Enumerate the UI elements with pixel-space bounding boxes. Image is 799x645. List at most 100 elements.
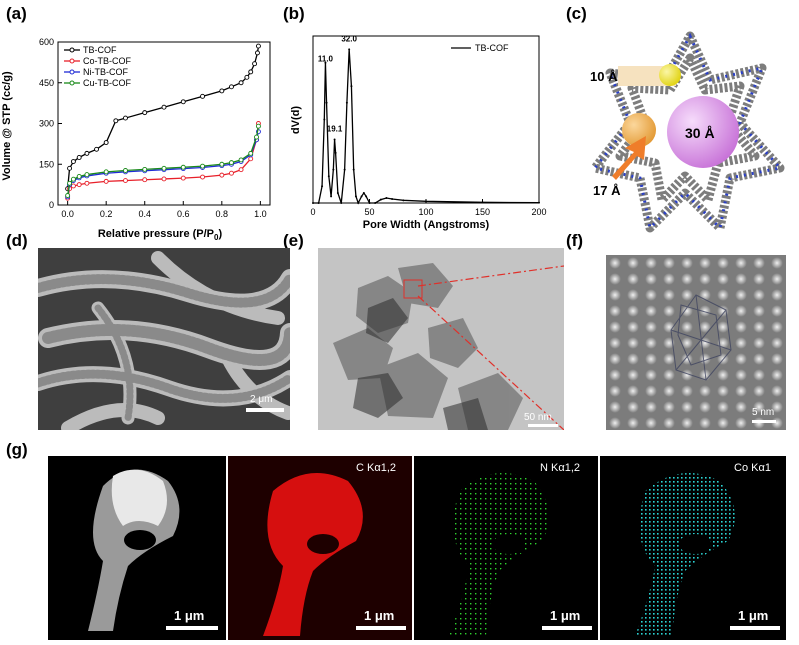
sem-texture: [38, 248, 290, 430]
data-point: [219, 88, 225, 94]
data-point: [238, 157, 244, 163]
data-point: [362, 191, 365, 194]
data-point: [336, 191, 339, 194]
y-axis-label: dV(d): [290, 106, 302, 134]
haadf-image: 1 μm: [48, 456, 226, 640]
sem-image: 2 μm: [38, 248, 290, 430]
data-point: [229, 160, 234, 166]
data-point: [368, 202, 371, 204]
data-point: [219, 161, 225, 167]
panel-label-d: (d): [6, 231, 28, 250]
data-point: [334, 151, 337, 154]
x-tick-label: 150: [475, 207, 490, 217]
data-point: [312, 202, 314, 204]
data-point: [84, 180, 90, 186]
peak-label: 32.0: [341, 34, 357, 43]
nitrogen-sites: [592, 32, 783, 232]
medium-pore-label: 17 Å: [593, 183, 621, 198]
data-point: [161, 176, 167, 182]
arrow-icon: [612, 136, 646, 180]
data-point: [248, 150, 254, 156]
data-point: [391, 197, 394, 200]
data-point: [323, 118, 326, 121]
data-point: [142, 166, 148, 172]
legend-label: TB-COF: [475, 43, 509, 53]
data-point: [229, 170, 234, 176]
data-point: [255, 123, 261, 129]
data-point: [481, 201, 484, 204]
x-tick-label: 50: [364, 207, 374, 217]
data-point: [200, 93, 205, 99]
data-point: [248, 69, 254, 75]
data-point: [76, 182, 82, 188]
data-point: [103, 169, 109, 175]
legend-label: Co-TB-COF: [83, 56, 131, 66]
data-point: [142, 177, 148, 183]
data-point: [343, 168, 346, 171]
data-point: [180, 164, 186, 170]
x-axis-label: Pore Width (Angstroms): [363, 219, 490, 231]
data-point: [200, 174, 205, 180]
legend-marker: [69, 80, 75, 86]
y-ticks: 0 150 300 450 600: [39, 37, 62, 210]
data-point: [70, 183, 76, 189]
data-point: [161, 104, 167, 110]
panel-label-g: (g): [6, 440, 28, 459]
tem-texture: [318, 248, 564, 430]
scale-bar-label: 50 nm: [524, 412, 552, 423]
data-point: [374, 202, 377, 204]
element-label: C Kα1,2: [356, 462, 396, 474]
legend-marker: [69, 58, 75, 64]
overlay-structure: [670, 294, 732, 381]
data-point: [142, 110, 148, 116]
small-pore-sphere: [659, 64, 681, 86]
x-tick-label: 0.0: [61, 209, 74, 219]
data-point: [161, 165, 167, 171]
x-tick-label: 0.2: [100, 209, 113, 219]
data-point: [70, 176, 76, 182]
scale-bar: [356, 626, 406, 630]
peak-label: 19.1: [327, 125, 343, 134]
cobalt-map-texture: [635, 473, 735, 636]
data-point: [76, 155, 82, 160]
scale-bar-label: 1 μm: [550, 608, 581, 623]
scale-bar-label: 1 μm: [174, 608, 205, 623]
y-tick-label: 0: [49, 200, 54, 210]
data-point: [348, 48, 351, 51]
nitrogen-map-texture: [449, 473, 549, 636]
legend-label: Ni-TB-COF: [83, 67, 128, 77]
data-point: [103, 178, 109, 184]
data-point: [248, 156, 254, 162]
data-point: [76, 174, 82, 179]
scale-bar: [246, 408, 284, 412]
data-point: [180, 99, 186, 105]
pore-distribution-chart: 0 50 100 150 200 11.0 19.1 32.0 TB-COF dV(d) P…: [290, 34, 547, 231]
data-point: [333, 138, 336, 141]
scale-bar: [542, 626, 592, 630]
data-point: [67, 165, 73, 171]
x-ticks: 0 50 100 150 200: [310, 199, 547, 217]
peak-label: 11.0: [318, 54, 334, 63]
carbon-map: C Kα1,2 1 μm: [228, 456, 412, 640]
zoom-line-bottom: [417, 295, 564, 430]
data-point: [360, 195, 363, 198]
data-point: [255, 43, 261, 49]
legend-marker: [69, 47, 75, 53]
data-point: [345, 101, 348, 104]
panel-label-b: (b): [283, 4, 305, 23]
scale-bar: [528, 424, 558, 427]
data-point: [65, 193, 71, 198]
data-point: [350, 85, 353, 88]
legend-label: TB-COF: [83, 45, 117, 55]
zoom-region: [403, 279, 423, 299]
scale-bar: [730, 626, 780, 630]
data-point: [200, 163, 205, 169]
tem-image: 50 nm: [318, 248, 564, 430]
x-axis-label: Relative pressure (P/P0): [98, 228, 223, 242]
cof-structure-illustration: 10 Å 17 Å 30 Å: [590, 31, 785, 233]
hrtem-image: 5 nm: [606, 255, 786, 430]
data-point: [244, 74, 250, 80]
scale-bar-label: 2 μm: [250, 394, 273, 405]
x-tick-label: 0.4: [138, 209, 151, 219]
